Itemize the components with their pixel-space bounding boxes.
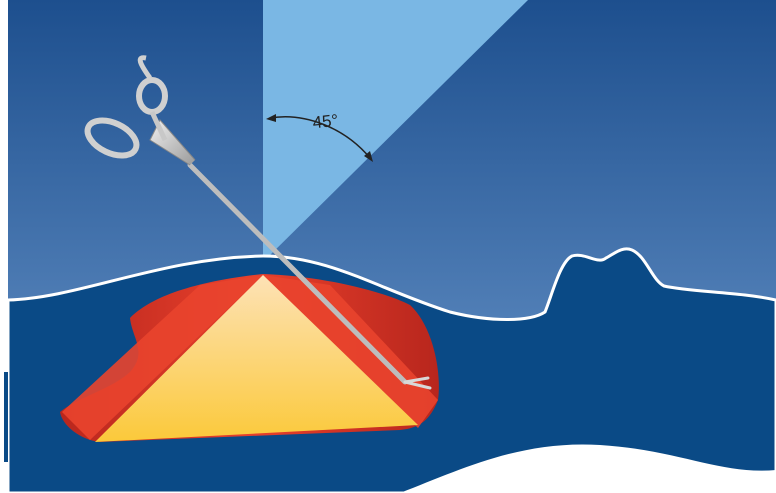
muscle-band-left — [62, 275, 263, 440]
angle-arc — [269, 116, 371, 159]
left-edge-mark — [4, 372, 8, 462]
left-edge — [0, 0, 8, 493]
arrow-head — [364, 151, 373, 162]
instrument-ring — [84, 117, 140, 159]
arrow-head — [266, 114, 276, 122]
table-shadow — [400, 444, 776, 493]
fat-tissue — [95, 275, 418, 442]
angle-label: 45° — [312, 111, 340, 133]
instrument-arm — [149, 110, 168, 142]
muscle-band-right — [263, 275, 438, 428]
instrument-jaw — [403, 376, 432, 390]
view-cone — [263, 0, 528, 262]
instrument-hook — [137, 55, 153, 80]
instrument-shaft — [187, 162, 408, 385]
